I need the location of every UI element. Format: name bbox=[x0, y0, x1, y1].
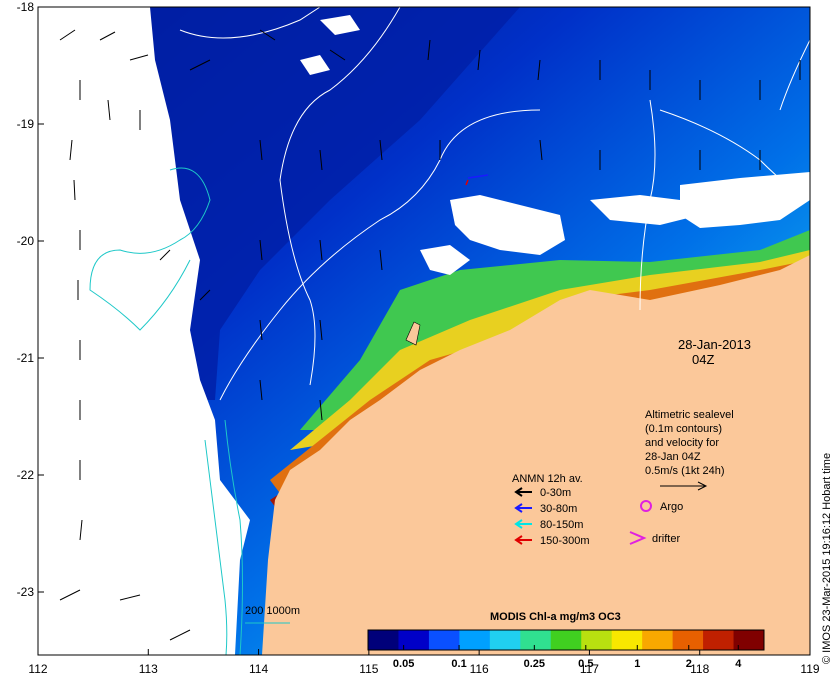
deep-ocean-band bbox=[150, 7, 520, 400]
x-axis-ticks: 112 113 114 115 116 117 118 119 bbox=[28, 649, 820, 676]
colorbar-cell bbox=[581, 630, 613, 650]
colorbar-tick-label: 0.1 bbox=[451, 658, 466, 670]
svg-text:200 1000m: 200 1000m bbox=[245, 605, 300, 617]
anmn-item-1: 30-80m bbox=[514, 503, 577, 515]
anmn-item-2: 80-150m bbox=[514, 519, 583, 531]
x-tick-label: 112 bbox=[28, 662, 47, 676]
sealevel-contours bbox=[179, 7, 810, 401]
isobath-contours bbox=[89, 167, 243, 655]
anmn-item-0: 0-30m bbox=[514, 487, 571, 499]
colorbar-cell bbox=[642, 630, 674, 650]
svg-text:MODIS Chl-a mg/m3 OC3: MODIS Chl-a mg/m3 OC3 bbox=[490, 611, 621, 623]
colorbar-cell bbox=[733, 630, 765, 650]
colorbar-cell bbox=[459, 630, 491, 650]
svg-text:(0.1m contours): (0.1m contours) bbox=[645, 423, 722, 435]
colorbar-cell bbox=[703, 630, 735, 650]
svg-text:0-30m: 0-30m bbox=[540, 487, 571, 499]
colorbar: MODIS Chl-a mg/m3 OC3 0.05 0.1 0.25 0.5 1 2 4 bbox=[367, 611, 765, 670]
x-tick-label: 116 bbox=[470, 662, 489, 676]
svg-text:28-Jan 04Z: 28-Jan 04Z bbox=[645, 451, 701, 463]
depth-legend: 200 1000m bbox=[245, 605, 300, 624]
x-tick-label: 113 bbox=[139, 662, 158, 676]
colorbar-cell bbox=[550, 630, 582, 650]
svg-text:Altimetric sealevel: Altimetric sealevel bbox=[645, 409, 734, 421]
colorbar-tick-label: 0.05 bbox=[393, 658, 414, 670]
y-tick-label: -20 bbox=[17, 234, 35, 248]
x-tick-label: 117 bbox=[580, 662, 599, 676]
colorbar-cell bbox=[489, 630, 521, 650]
anmn-item-3: 150-300m bbox=[514, 535, 590, 547]
plot-frame bbox=[37, 6, 811, 656]
y-tick-label: -23 bbox=[17, 585, 35, 599]
x-tick-label: 114 bbox=[249, 662, 268, 676]
y-tick-label: -18 bbox=[17, 0, 35, 14]
velocity-arrows bbox=[59, 29, 801, 641]
x-tick-label: 118 bbox=[690, 662, 709, 676]
cloud-cover bbox=[38, 7, 810, 655]
colorbar-cell bbox=[368, 630, 399, 650]
date-line2: 04Z bbox=[692, 352, 714, 367]
colorbar-tick-label: 4 bbox=[735, 658, 742, 670]
drifter-label: drifter bbox=[652, 533, 680, 545]
colorbar-cell bbox=[672, 630, 704, 650]
svg-text:and velocity for: and velocity for bbox=[645, 437, 719, 449]
svg-text:150-300m: 150-300m bbox=[540, 535, 590, 547]
colorbar-cell bbox=[428, 630, 460, 650]
colorbar-tick-label: 0.5 bbox=[578, 658, 593, 670]
credit-text: © IMOS 23-Mar-2015 19:16:12 Hobart time bbox=[821, 453, 833, 664]
y-tick-label: -21 bbox=[17, 351, 35, 365]
island bbox=[405, 321, 421, 346]
x-tick-label: 119 bbox=[800, 662, 819, 676]
colorbar-tick-label: 2 bbox=[686, 658, 692, 670]
colorbar-tick-label: 0.25 bbox=[524, 658, 545, 670]
y-tick-label: -22 bbox=[17, 468, 35, 482]
svg-text:0.5m/s (1kt 24h): 0.5m/s (1kt 24h) bbox=[645, 465, 724, 477]
mooring-arrows bbox=[465, 174, 489, 186]
y-axis-ticks: -18 -19 -20 -21 -22 -23 bbox=[17, 0, 44, 599]
anmn-legend: ANMN 12h av. 0-30m 30-80m 80-150m 150-30… bbox=[512, 473, 590, 547]
colorbar-tick-label: 1 bbox=[634, 658, 640, 670]
drifter-marker bbox=[629, 531, 647, 545]
svg-text:30-80m: 30-80m bbox=[540, 503, 577, 515]
altimetry-note: Altimetric sealevel (0.1m contours) and … bbox=[645, 409, 734, 491]
colorbar-cell bbox=[520, 630, 552, 650]
argo-label: Argo bbox=[660, 501, 683, 513]
y-tick-label: -19 bbox=[17, 117, 35, 131]
colorbar-cell bbox=[611, 630, 643, 650]
date-line1: 28-Jan-2013 bbox=[678, 337, 751, 352]
svg-text:80-150m: 80-150m bbox=[540, 519, 583, 531]
svg-text:ANMN 12h av.: ANMN 12h av. bbox=[512, 473, 583, 485]
land-mass bbox=[262, 255, 810, 655]
colorbar-cell bbox=[398, 630, 430, 650]
x-tick-label: 115 bbox=[359, 662, 378, 676]
argo-marker bbox=[640, 500, 652, 512]
